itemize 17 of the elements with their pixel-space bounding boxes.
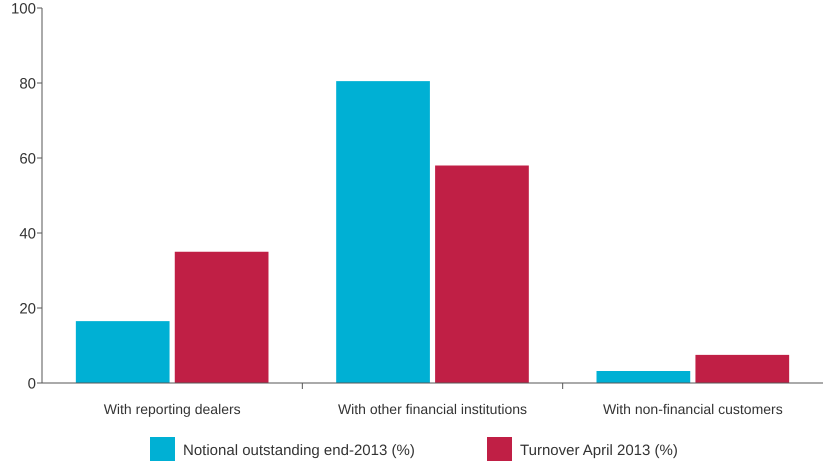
bar bbox=[76, 321, 170, 383]
x-tick-label: With non-financial customers bbox=[602, 401, 783, 417]
y-tick-label: 100 bbox=[10, 0, 36, 18]
bar bbox=[174, 252, 268, 383]
legend-label: Notional outstanding end-2013 (%) bbox=[183, 442, 415, 459]
bar bbox=[336, 81, 430, 383]
y-tick-label: 80 bbox=[19, 75, 36, 92]
y-tick-label: 0 bbox=[28, 375, 36, 392]
bar bbox=[435, 166, 529, 383]
y-tick-label: 20 bbox=[19, 300, 36, 318]
bar bbox=[695, 354, 790, 383]
x-tick-label: With reporting dealers bbox=[104, 401, 241, 417]
x-tick-label: With other financial institutions bbox=[338, 401, 528, 417]
bar bbox=[596, 371, 690, 383]
y-tick-label: 60 bbox=[19, 150, 36, 168]
y-tick-label: 40 bbox=[19, 225, 36, 242]
legend-label: Turnover April 2013 (%) bbox=[520, 442, 678, 459]
